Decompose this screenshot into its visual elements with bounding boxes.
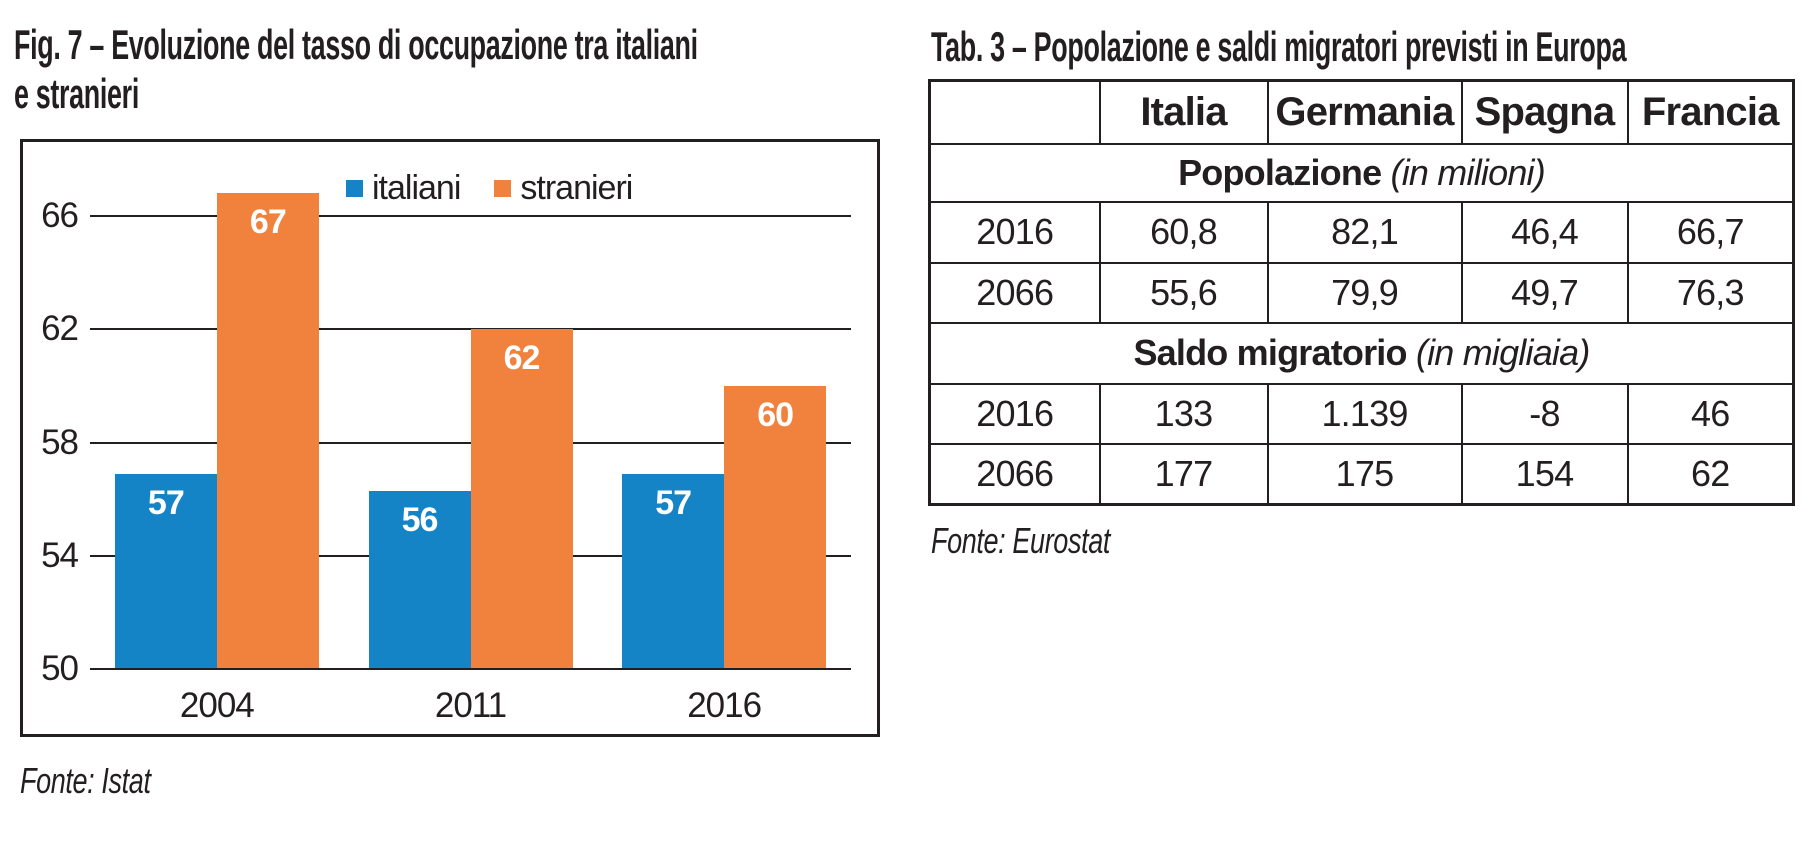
gridline-50: [90, 668, 851, 670]
bar-chart: 66 62 58 54 50 57 67 2004 56 62 2011 57 60 2016 itali…: [20, 139, 880, 737]
table-head: Italia Germania Spagna Francia: [928, 79, 1795, 145]
table-header-cell-spagna: Spagna: [1460, 79, 1629, 145]
year-cell: 2066: [928, 442, 1101, 506]
value-cell-spagna: -8: [1460, 382, 1629, 445]
y-tick-label-66: 66: [41, 196, 79, 235]
bar-value-label-italiani-2004: 57: [147, 483, 185, 522]
section-label: Saldo migratorio: [1133, 332, 1416, 373]
legend-label-stranieri: stranieri: [520, 169, 633, 207]
value-cell-germania: 1.139: [1266, 382, 1463, 445]
year-cell: 2016: [928, 200, 1101, 264]
table-title: Tab. 3 – Popolazione e saldi migratori p…: [931, 23, 1627, 70]
section-row: Saldo migratorio (in migliaia): [928, 321, 1795, 385]
value-cell-germania: 79,9: [1266, 261, 1463, 324]
gridline-66: [90, 215, 851, 217]
value-cell-spagna: 49,7: [1460, 261, 1629, 324]
y-tick-label-50: 50: [41, 649, 79, 688]
bar-stranieri-2016: [724, 385, 827, 669]
value-cell-italia: 55,6: [1098, 261, 1269, 324]
value-cell-spagna: 46,4: [1460, 200, 1629, 264]
table-body: Popolazione (in milioni) 2016 60,8 82,1 46,4…: [928, 142, 1795, 506]
bar-value-label-stranieri-2011: 62: [503, 339, 541, 378]
year-cell: 2066: [928, 261, 1101, 324]
table-header-cell-francia: Francia: [1626, 79, 1795, 145]
legend-label-italiani: italiani: [372, 169, 461, 207]
y-tick-label-58: 58: [41, 422, 79, 462]
section-title-cell: Popolazione (in milioni): [928, 142, 1795, 203]
bar-stranieri-2004: [216, 193, 319, 669]
data-row-2066: 2066 55,6 79,9 49,7 76,3: [928, 261, 1795, 324]
section-label: Popolazione: [1178, 151, 1391, 193]
legend-item-italiani: italiani: [346, 169, 461, 208]
x-category-label-2011: 2011: [434, 686, 507, 725]
table-header-cell-italia: Italia: [1098, 79, 1269, 145]
value-cell-italia: 60,8: [1098, 200, 1269, 264]
section-row: Popolazione (in milioni): [928, 142, 1795, 203]
chart-legend: italiani stranieri: [346, 169, 633, 208]
bar-italiani-2004: [114, 473, 217, 669]
value-cell-francia: 66,7: [1626, 200, 1795, 264]
figure-title: Fig. 7 – Evoluzione del tasso di occupaz…: [14, 21, 698, 117]
bar-value-label-italiani-2011: 56: [401, 500, 439, 539]
legend-swatch-icon-italiani: [346, 180, 363, 197]
figure-source: Fonte: Istat: [20, 760, 151, 801]
section-unit: (in migliaia): [1415, 332, 1590, 373]
year-cell: 2016: [928, 382, 1101, 445]
x-category-label-2016: 2016: [687, 686, 762, 725]
bar-value-label-italiani-2016: 57: [655, 483, 692, 522]
value-cell-francia: 76,3: [1626, 261, 1795, 324]
bar-stranieri-2011: [470, 329, 573, 669]
value-cell-spagna: 154: [1460, 442, 1629, 506]
bar-italiani-2011: [368, 490, 471, 669]
value-cell-italia: 177: [1098, 442, 1269, 506]
bar-value-label-stranieri-2016: 60: [757, 395, 794, 434]
table-header-row: Italia Germania Spagna Francia: [928, 79, 1795, 145]
y-tick-label-62: 62: [41, 309, 79, 349]
bar-value-label-stranieri-2004: 67: [249, 203, 287, 242]
value-cell-germania: 82,1: [1266, 200, 1463, 264]
value-cell-francia: 46: [1626, 382, 1795, 445]
data-row-2016: 2016 133 1.139 -8 46: [928, 382, 1795, 445]
data-row-2066: 2066 177 175 154 62: [928, 442, 1795, 506]
y-tick-label-54: 54: [41, 535, 79, 575]
value-cell-germania: 175: [1266, 442, 1463, 506]
legend-swatch-icon-stranieri: [494, 180, 512, 197]
x-category-label-2004: 2004: [179, 686, 255, 725]
table-source: Fonte: Eurostat: [931, 520, 1110, 561]
section-unit: (in milioni): [1390, 151, 1546, 193]
legend-item-stranieri: stranieri: [494, 169, 633, 208]
table-header-cell-empty: [928, 79, 1101, 145]
data-row-2016: 2016 60,8 82,1 46,4 66,7: [928, 200, 1795, 264]
value-cell-italia: 133: [1098, 382, 1269, 445]
section-title-cell: Saldo migratorio (in migliaia): [928, 321, 1795, 385]
value-cell-francia: 62: [1626, 442, 1795, 506]
population-table: Italia Germania Spagna Francia Popolazione …: [928, 79, 1795, 506]
bar-italiani-2016: [622, 473, 725, 669]
table-header-cell-germania: Germania: [1266, 79, 1463, 145]
